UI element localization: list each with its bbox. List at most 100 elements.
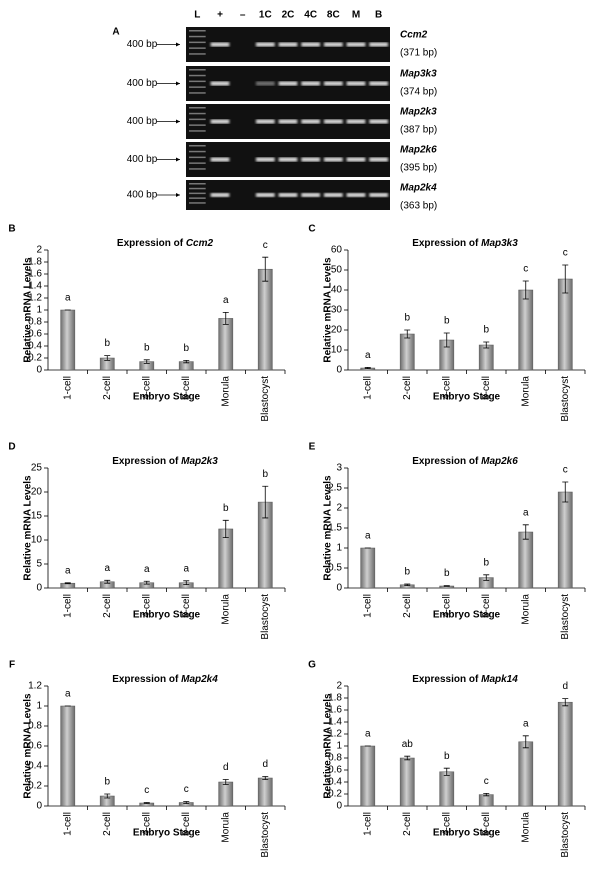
gel-band [278, 119, 298, 124]
error-bar [222, 779, 229, 785]
x-tick-label: 4-cell [441, 376, 452, 400]
gel-band [369, 81, 388, 86]
x-axis-label: Embryo Stage [133, 392, 201, 403]
significance-letter: b [483, 557, 489, 568]
gel-band [324, 157, 343, 162]
gel-band [324, 119, 343, 124]
significance-letter: b [444, 568, 450, 579]
significance-letter: a [144, 564, 150, 575]
size-marker: 400 bp [127, 154, 158, 165]
significance-letter: a [65, 689, 71, 700]
x-axis-label: Embryo Stage [433, 828, 501, 839]
gel-band [324, 193, 343, 197]
y-tick-label: 1.8 [328, 693, 342, 704]
gel-band [256, 81, 275, 86]
y-axis-label: Relative mRNA Levels [23, 257, 34, 363]
x-tick-label: Blastocyst [560, 812, 571, 858]
bar [360, 745, 376, 807]
x-axis-label: Embryo Stage [133, 610, 201, 621]
significance-letter: b [483, 325, 489, 336]
marker-arrowhead [176, 81, 180, 86]
error-bar [64, 582, 71, 585]
ladder-band [189, 192, 206, 195]
gel-band [324, 42, 343, 47]
ladder-band [189, 112, 206, 115]
marker-arrowhead [176, 193, 180, 197]
bar [518, 531, 534, 589]
bar [360, 547, 376, 589]
gel-band [210, 157, 230, 162]
ladder-band [189, 124, 206, 126]
title-text: Expression of [112, 674, 179, 685]
x-tick-label: 2-cell [402, 812, 413, 836]
title-gene: Map2k4 [181, 674, 218, 685]
error-bar [562, 264, 569, 294]
y-tick-label: 15 [31, 511, 43, 522]
y-tick-label: 0.6 [28, 741, 42, 752]
lane-label: 1C [259, 10, 272, 21]
chart-title: Expression of Ccm2 [117, 238, 214, 249]
ladder-band [189, 92, 206, 94]
bar [257, 268, 273, 371]
error-bar [483, 793, 490, 797]
y-tick-label: 0 [336, 801, 342, 812]
gel-band [346, 119, 366, 124]
x-tick-label: 2-cell [102, 594, 113, 618]
significance-letter: a [365, 350, 371, 361]
y-tick-label: 0.8 [28, 721, 42, 732]
x-tick-label: Morula [520, 376, 531, 407]
gel-band [369, 157, 388, 162]
ladder-band [189, 41, 206, 44]
y-tick-label: 0 [36, 583, 42, 594]
gel-band [346, 193, 366, 197]
error-bar [222, 312, 229, 325]
error-bar [562, 698, 569, 707]
x-tick-label: Morula [520, 594, 531, 625]
y-tick-label: 1 [36, 305, 42, 316]
y-tick-label: 1.6 [328, 705, 342, 716]
bar [557, 701, 573, 807]
x-tick-label: Blastocyst [560, 376, 571, 422]
y-tick-label: 0.2 [28, 353, 42, 364]
title-text: Expression of [412, 238, 479, 249]
title-gene: Mapk14 [481, 674, 518, 685]
marker-arrowhead [176, 157, 180, 162]
gel-band [324, 81, 343, 86]
title-text: Expression of [412, 674, 479, 685]
bar [518, 289, 534, 371]
chart-title: Expression of Map2k6 [412, 456, 518, 467]
marker-arrowhead [176, 42, 180, 47]
error-bar [404, 583, 411, 586]
error-bar [104, 579, 111, 584]
y-tick-label: 0.4 [328, 777, 342, 788]
gel-band [301, 119, 320, 124]
gel-band [301, 81, 320, 86]
x-tick-label: Blastocyst [560, 594, 571, 640]
significance-letter: b [404, 313, 410, 324]
y-tick-label: 25 [31, 463, 43, 474]
x-tick-label: 8-cell [181, 594, 192, 618]
gene-name: Map2k6 [400, 145, 437, 156]
x-tick-label: 8-cell [181, 812, 192, 836]
y-tick-label: 2.5 [328, 483, 342, 494]
lane-label: – [240, 10, 246, 21]
y-tick-label: 0 [36, 365, 42, 376]
product-size: (371 bp) [400, 48, 437, 59]
lane-label: 8C [327, 10, 340, 21]
y-axis-label: Relative mRNA Levels [323, 693, 334, 799]
y-tick-label: 2 [336, 681, 342, 692]
gel-band [369, 42, 388, 47]
ladder-band [189, 130, 206, 132]
ladder-band [189, 197, 206, 199]
panel-label: C [308, 224, 315, 235]
significance-letter: b [444, 316, 450, 327]
ladder-band [189, 202, 206, 204]
x-tick-label: 1-cell [62, 594, 73, 618]
y-axis-label: Relative mRNA Levels [23, 693, 34, 799]
y-tick-label: 0.8 [328, 753, 342, 764]
gel-band [346, 42, 366, 47]
x-tick-label: 8-cell [481, 594, 492, 618]
gel-band [301, 193, 320, 197]
significance-letter: a [365, 531, 371, 542]
significance-letter: a [65, 565, 71, 576]
